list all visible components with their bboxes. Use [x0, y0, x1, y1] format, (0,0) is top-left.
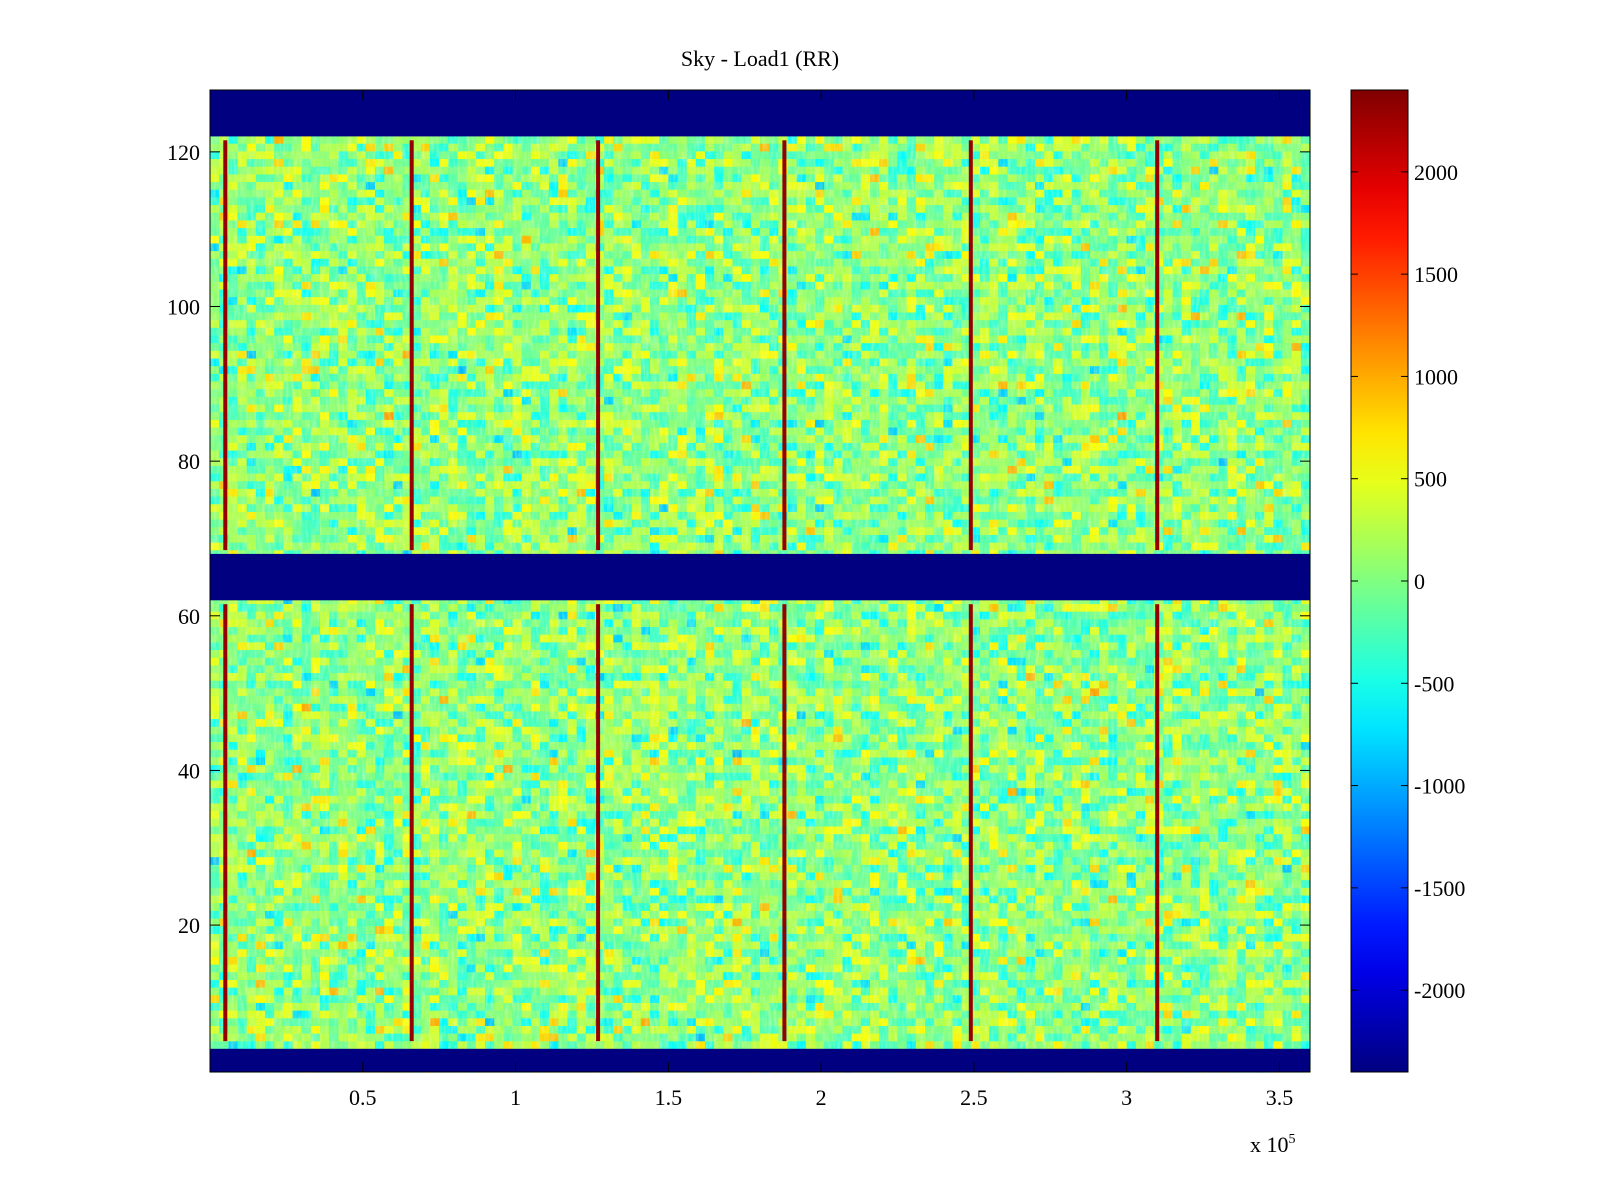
chart-title: Sky - Load1 (RR) [681, 46, 839, 71]
